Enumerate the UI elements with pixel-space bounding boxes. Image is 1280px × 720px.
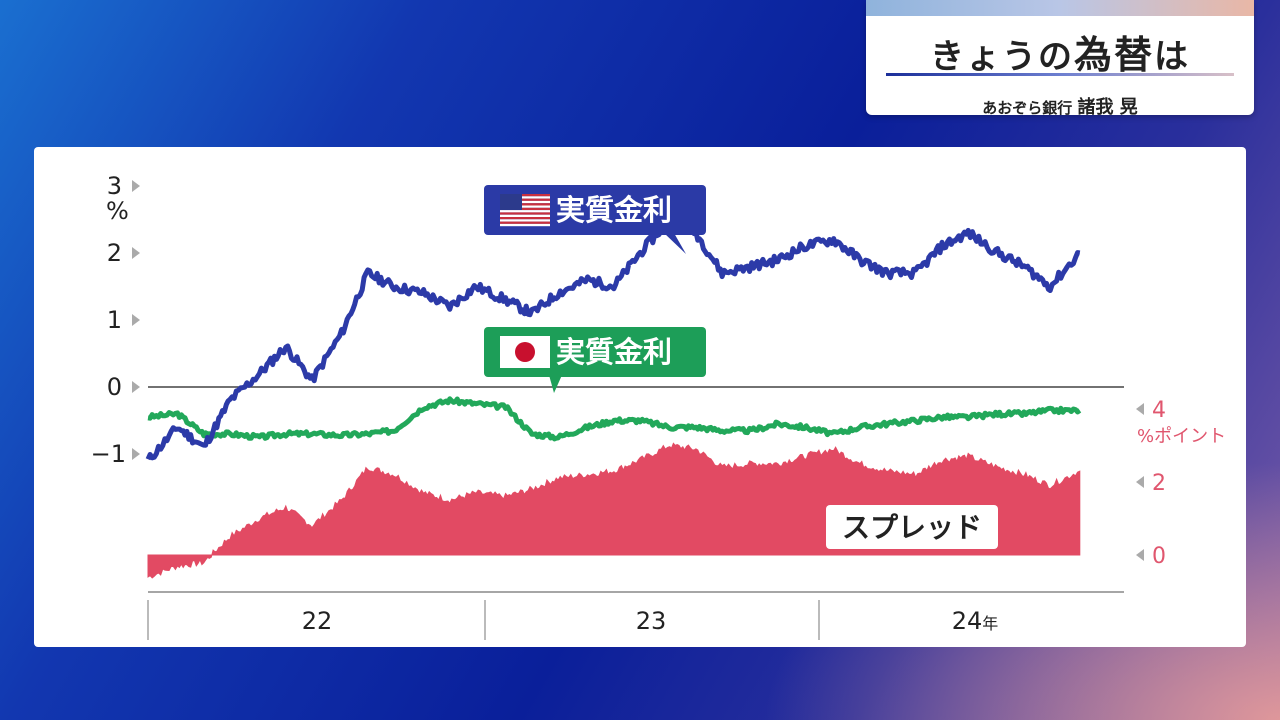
title-suffix: は xyxy=(1154,37,1190,77)
title-bold: 為替 xyxy=(1073,33,1154,77)
us-flag-stripe xyxy=(500,207,550,211)
us-flag-stripe xyxy=(500,221,550,224)
left-tick-arrow xyxy=(132,381,140,393)
left-tick-label: 2 xyxy=(107,239,122,267)
us-flag-stripe xyxy=(500,198,550,201)
us-flag-stripe xyxy=(500,196,550,199)
right-tick-arrow xyxy=(1136,476,1144,488)
us-flag-canton xyxy=(500,194,522,210)
title-rule xyxy=(886,73,1234,76)
right-tick-label: 0 xyxy=(1152,544,1166,569)
us-flag-stripe xyxy=(500,205,550,208)
right-axis-unit: %ポイント xyxy=(1137,426,1226,447)
us-real-rate-line xyxy=(145,216,1081,461)
right-tick-label: 2 xyxy=(1152,471,1166,496)
us-flag-icon xyxy=(500,194,550,227)
us-label-text: 実質金利 xyxy=(556,193,672,227)
title-card: きょうの為替は あおぞら銀行 諸我 晃 xyxy=(866,0,1254,115)
x-tick-label: 23 xyxy=(636,607,667,635)
x-tick-year-suffix: 年 xyxy=(982,614,998,633)
us-flag-stripe xyxy=(500,214,550,217)
us-flag-stripe xyxy=(500,194,550,197)
left-tick-label: 1 xyxy=(107,306,122,334)
japan-real-rate-line xyxy=(147,396,1082,442)
left-tick-label: 0 xyxy=(107,373,122,401)
left-axis: 3 2 1 0 −1% xyxy=(91,172,140,468)
page-subtitle: あおぞら銀行 諸我 晃 xyxy=(866,93,1254,115)
right-tick-arrow xyxy=(1136,403,1144,415)
left-tick-arrow xyxy=(132,180,140,192)
title-plain: きょうの xyxy=(929,37,1074,77)
us-flag-stripe xyxy=(500,212,550,215)
x-tick-label: 24年 xyxy=(952,607,999,635)
jp-label-text: 実質金利 xyxy=(556,335,672,369)
chart-card: 3 2 1 0 −1% 4 2 0 %ポイント 22 23 24年 実質金利 実質金利 スプレッド xyxy=(34,147,1246,647)
left-tick-arrow xyxy=(132,247,140,259)
spread-label-text: スプレッド xyxy=(842,511,982,544)
japan-flag-disc xyxy=(515,342,535,362)
page-title: きょうの為替は xyxy=(866,24,1254,79)
us-flag-stripe xyxy=(500,217,550,220)
spread-label-box xyxy=(826,505,998,549)
right-tick-label: 4 xyxy=(1152,398,1166,423)
us-flag-stripe xyxy=(500,219,550,222)
left-tick-arrow xyxy=(132,314,140,326)
us-flag-stripe xyxy=(500,203,550,206)
title-card-topbar xyxy=(866,0,1254,16)
left-tick-label: 3 xyxy=(107,172,122,200)
left-tick-label: −1 xyxy=(91,440,126,468)
x-tick-label: 22 xyxy=(302,607,333,635)
subtitle-org: あおぞら銀行 xyxy=(982,99,1073,115)
right-tick-arrow xyxy=(1136,549,1144,561)
x-axis: 22 23 24年 xyxy=(147,591,1124,640)
us-label-pointer xyxy=(664,233,686,254)
left-axis-unit: % xyxy=(106,197,129,225)
us-flag-stripe xyxy=(500,200,550,204)
subtitle-name: 諸我 晃 xyxy=(1077,97,1138,115)
right-axis: 4 2 0 %ポイント xyxy=(1136,398,1226,569)
jp-label-pointer xyxy=(549,375,562,393)
us-flag-stripe xyxy=(500,210,550,213)
us-flag-stripe xyxy=(500,223,550,227)
lines-layer xyxy=(145,216,1082,461)
left-tick-arrow xyxy=(132,448,140,460)
